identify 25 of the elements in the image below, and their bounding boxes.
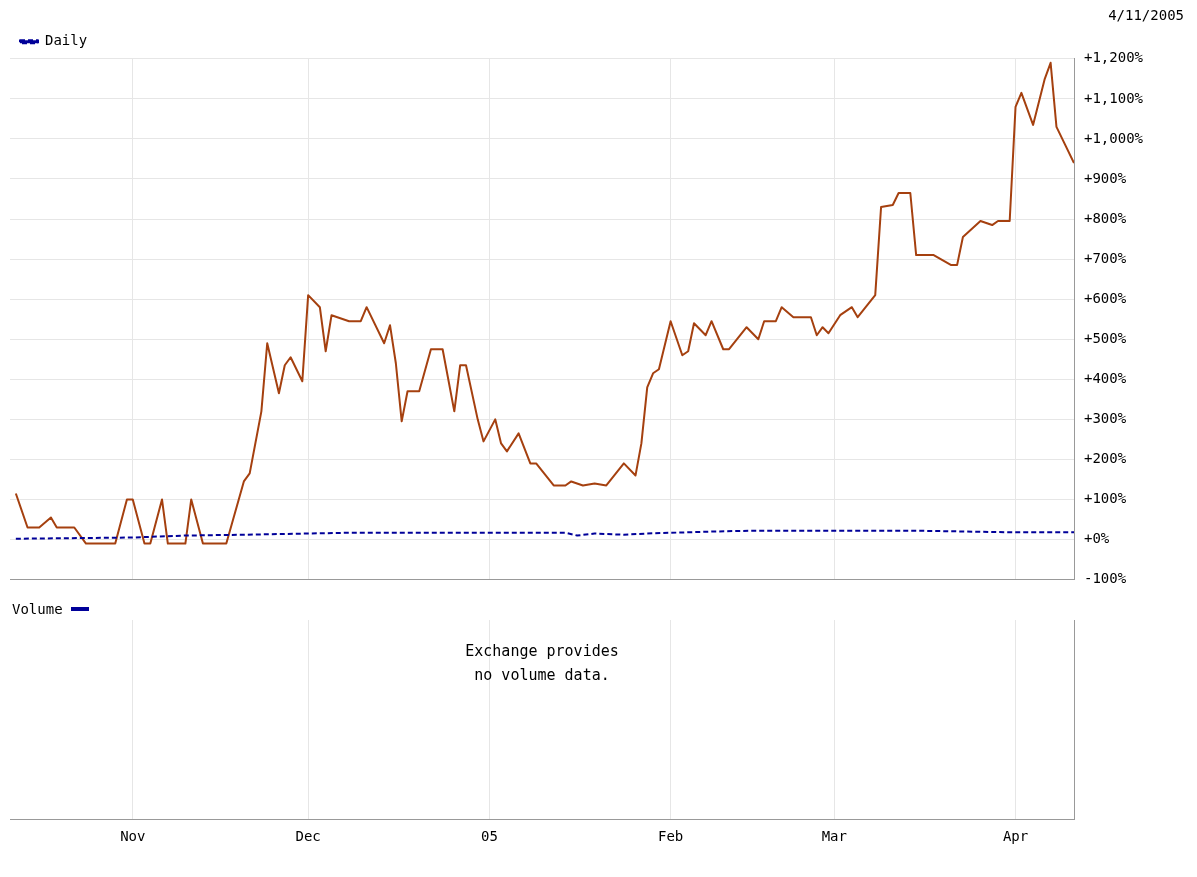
text: 4/11/2005 bbox=[1108, 7, 1184, 24]
text: Volume bbox=[12, 601, 63, 617]
y-tick-label: +500% bbox=[1084, 329, 1127, 346]
text: Exchange provides no volume data. bbox=[465, 642, 619, 685]
y-tick-label: +800% bbox=[1084, 209, 1127, 226]
text: Apr bbox=[1002, 828, 1029, 845]
line-series bbox=[14, 529, 1074, 540]
y-tick-label: +0% bbox=[1084, 530, 1110, 547]
y-tick-label: +600% bbox=[1084, 289, 1127, 306]
y-tick-label: +1,100% bbox=[1084, 89, 1144, 106]
y-tick-label: +1,000% bbox=[1084, 129, 1144, 146]
text: Feb bbox=[657, 828, 684, 845]
text: 05 bbox=[480, 828, 498, 845]
text: Dec bbox=[295, 828, 321, 845]
y-tick-label: +900% bbox=[1084, 169, 1127, 186]
text: Mar bbox=[821, 828, 847, 845]
y-tick-label: +1,200% bbox=[1084, 49, 1144, 66]
text: Nov bbox=[120, 828, 146, 845]
y-tick-label: +300% bbox=[1084, 409, 1127, 426]
y-tick-label: +100% bbox=[1084, 490, 1127, 507]
y-tick-label: +700% bbox=[1084, 249, 1127, 266]
y-tick-label: -100% bbox=[1084, 570, 1127, 587]
y-tick-label: +400% bbox=[1084, 369, 1127, 386]
y-tick-label: +200% bbox=[1084, 450, 1127, 467]
legend-label: Daily bbox=[45, 32, 88, 49]
